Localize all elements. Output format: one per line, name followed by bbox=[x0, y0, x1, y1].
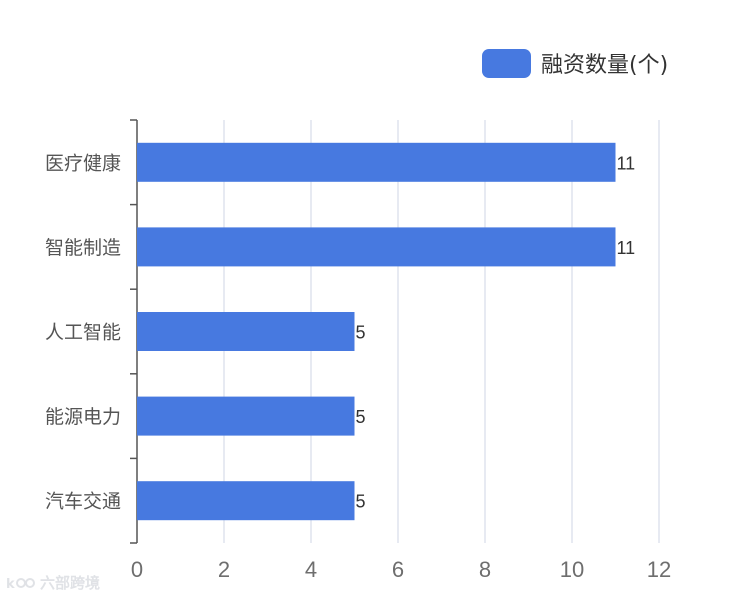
data-label-4: 5 bbox=[356, 492, 366, 512]
category-label-4: 汽车交通 bbox=[45, 491, 121, 513]
bar-4 bbox=[137, 481, 355, 521]
watermark-logo-icon: k bbox=[6, 577, 35, 592]
data-label-2: 5 bbox=[356, 323, 366, 343]
bar-3 bbox=[137, 396, 355, 436]
bar-0 bbox=[137, 142, 616, 182]
x-tick-label-5: 10 bbox=[560, 557, 584, 582]
data-label-1: 11 bbox=[617, 238, 636, 258]
svg-text:k: k bbox=[6, 577, 15, 592]
data-label-0: 11 bbox=[617, 153, 636, 173]
category-label-2: 人工智能 bbox=[45, 322, 121, 344]
x-tick-label-0: 0 bbox=[131, 557, 143, 582]
category-label-0: 医疗健康 bbox=[45, 152, 121, 174]
category-label-3: 能源电力 bbox=[45, 406, 121, 428]
legend[interactable]: 融资数量(个) bbox=[482, 47, 668, 79]
legend-label: 融资数量(个) bbox=[541, 53, 669, 78]
watermark: k 六部跨境 bbox=[6, 572, 100, 593]
bar-1 bbox=[137, 227, 616, 267]
watermark-text: 六部跨境 bbox=[40, 574, 101, 592]
x-tick-label-6: 12 bbox=[647, 557, 671, 582]
bar-2 bbox=[137, 312, 355, 351]
data-label-3: 5 bbox=[356, 407, 366, 427]
x-tick-label-3: 6 bbox=[392, 557, 404, 582]
legend-swatch bbox=[482, 48, 531, 78]
x-tick-label-1: 2 bbox=[218, 557, 230, 582]
category-label-1: 智能制造 bbox=[45, 237, 121, 259]
x-tick-label-4: 8 bbox=[479, 557, 491, 582]
x-tick-label-2: 4 bbox=[305, 557, 317, 582]
